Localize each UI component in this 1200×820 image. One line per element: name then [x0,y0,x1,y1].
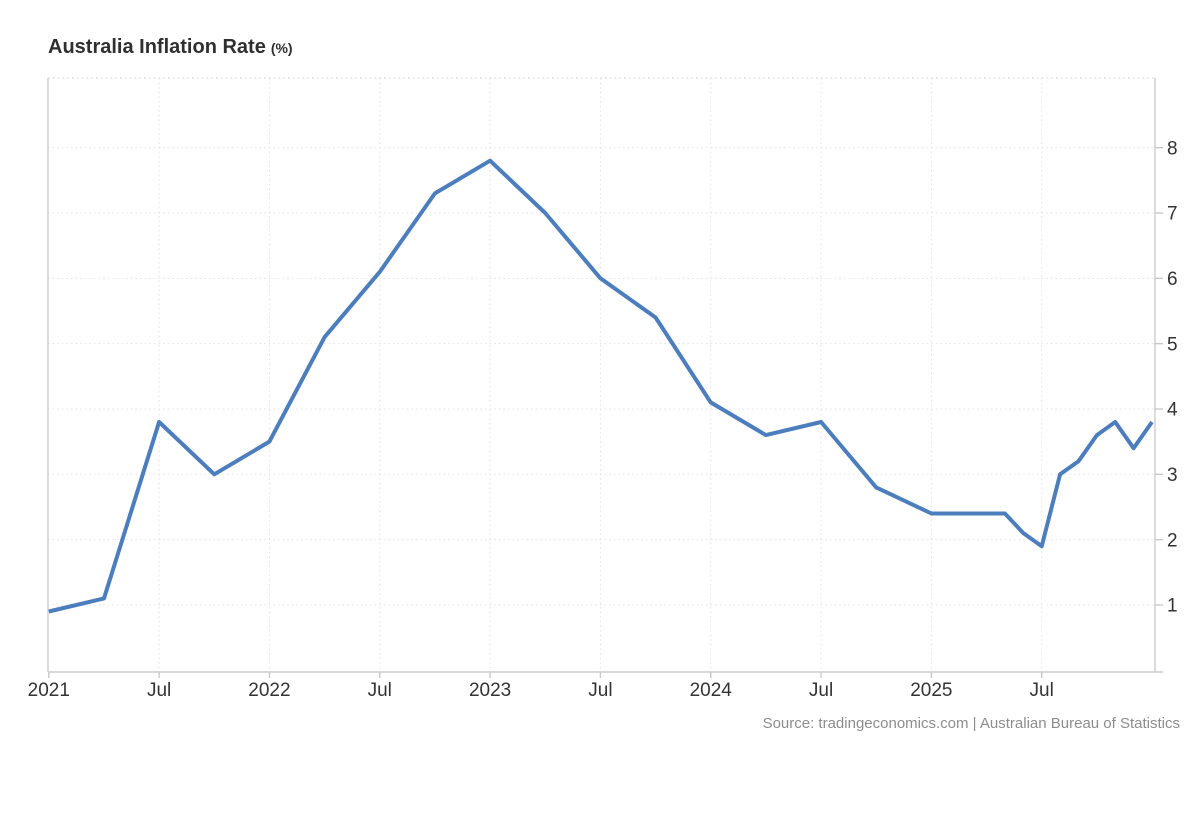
axis-labels: 1 2 3 4 5 6 7 8 2021 Jul 2022 Jul 2023 Jul 2024 Jul 2025… [28,138,1178,701]
y-axis-label: 7 [1167,204,1178,225]
x-axis-label: Jul [368,680,392,701]
chart-title: Australia Inflation Rate (%) [48,36,293,59]
x-axis-label: Jul [147,680,171,701]
x-axis-label: 2021 [28,680,70,701]
series-group [48,158,1154,614]
y-axis-label: 6 [1167,269,1178,290]
chart-title-unit: (%) [270,40,293,56]
chart-title-text: Australia Inflation Rate [48,36,266,58]
y-axis-label: 8 [1167,138,1178,159]
x-axis-label: Jul [809,680,833,701]
y-axis-label: 4 [1167,400,1178,421]
x-axis-label: 2025 [910,680,952,701]
y-axis-label: 5 [1167,334,1178,355]
y-axis-label: 3 [1167,465,1178,486]
y-axis-label: 2 [1167,530,1178,551]
axes [47,77,1163,678]
x-axis-label: 2024 [690,680,733,701]
series-line[interactable] [48,158,1154,614]
x-axis-label: Jul [1030,680,1054,701]
gridlines [48,78,1155,672]
x-axis-label: Jul [588,680,612,701]
x-axis-label: 2023 [469,680,511,701]
x-axis-label: 2022 [248,680,290,701]
y-axis-label: 1 [1167,596,1178,617]
source-attribution: Source: tradingeconomics.com | Australia… [762,715,1180,732]
